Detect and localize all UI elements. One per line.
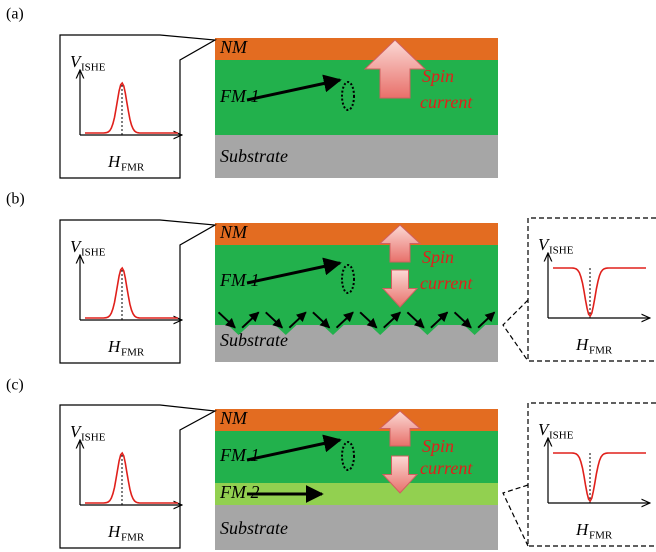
panel-label: (b) [6,191,25,208]
x-axis-label: H [575,335,590,354]
panel-label: (c) [6,377,24,394]
spin-current-label: Spin [422,66,454,86]
spin-current-label: current [420,458,473,478]
x-axis-subscript: FMR [589,345,613,357]
spin-current-label: Spin [422,436,454,456]
panel-label: (a) [6,6,24,23]
layer-label: FM 1 [219,445,260,465]
layer [215,223,498,245]
y-axis-subscript: ISHE [81,247,106,259]
layer-label: FM 2 [219,482,260,502]
x-axis-label: H [107,337,122,356]
layer-label: Substrate [220,330,288,350]
inset-callout [60,35,215,178]
x-axis-subscript: FMR [121,347,145,359]
y-axis-subscript: ISHE [549,430,574,442]
x-axis-subscript: FMR [121,162,145,174]
inset-callout [503,300,528,361]
layer-label: NM [219,222,248,242]
signal-curve [553,268,646,316]
x-axis-label: H [107,522,122,541]
y-axis-subscript: ISHE [81,62,106,74]
layer-label: FM 1 [219,86,260,106]
x-axis-subscript: FMR [121,532,145,544]
inset-callout [503,485,528,546]
figure: (a)NMFM 1SubstrateSpincurrentVISHEHFMR(b… [0,0,656,552]
layer [215,409,498,431]
spin-current-label: current [420,92,473,112]
layer-label: NM [219,408,248,428]
x-axis-label: H [107,152,122,171]
y-axis-subscript: ISHE [81,432,106,444]
inset-callout [60,405,215,548]
layer [215,38,498,60]
x-axis-label: H [575,520,590,539]
inset-callout [60,220,215,363]
spin-current-label: Spin [422,247,454,267]
layer-label: Substrate [220,146,288,166]
layer-label: NM [219,37,248,57]
signal-curve [553,453,646,501]
layer-label: Substrate [220,518,288,538]
spin-current-label: current [420,273,473,293]
x-axis-subscript: FMR [589,530,613,542]
y-axis-subscript: ISHE [549,245,574,257]
